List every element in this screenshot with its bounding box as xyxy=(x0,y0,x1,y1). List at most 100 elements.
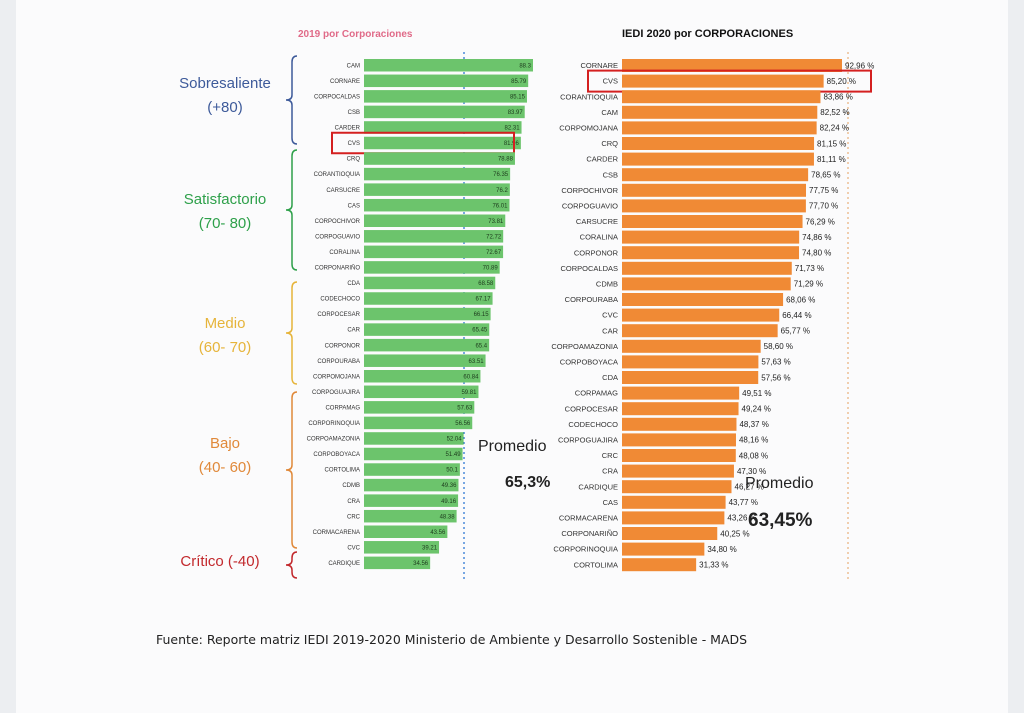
level-name: Sobresaliente xyxy=(179,75,271,92)
value-label: 57,63 % xyxy=(761,358,790,367)
category-label: CORMACARENA xyxy=(559,514,618,523)
category-label: CORPONOR xyxy=(574,248,619,257)
category-label: CORNARE xyxy=(580,61,618,70)
value-label: 43.56 xyxy=(430,530,446,536)
bar xyxy=(622,261,792,275)
bar xyxy=(364,167,511,181)
bar xyxy=(622,277,791,291)
level-critico: Crítico (-40) xyxy=(165,550,275,574)
category-label: CAS xyxy=(348,203,360,209)
value-label: 72.67 xyxy=(486,250,502,256)
bar xyxy=(622,480,732,494)
value-label: 51.49 xyxy=(446,452,462,458)
bar xyxy=(364,447,463,461)
category-label: CORPAMAG xyxy=(575,389,618,398)
value-label: 83,86 % xyxy=(823,93,852,102)
category-label: CRC xyxy=(347,514,361,520)
value-label: 77,75 % xyxy=(809,186,838,195)
category-label: CORANTIOQUIA xyxy=(560,92,618,101)
value-label: 78,65 % xyxy=(811,171,840,180)
category-label: CORPOURABA xyxy=(565,295,618,304)
category-label: CORPOGUAJIRA xyxy=(312,390,360,396)
level-bracket xyxy=(285,55,298,145)
category-label: CSB xyxy=(348,110,360,116)
level-brackets xyxy=(285,55,298,579)
category-label: CARDIQUE xyxy=(578,482,618,491)
value-label: 59.81 xyxy=(461,390,477,396)
value-label: 31,33 % xyxy=(699,561,728,570)
value-label: 49,51 % xyxy=(742,389,771,398)
bar xyxy=(622,464,734,478)
category-label: CARDIQUE xyxy=(328,561,360,567)
category-label: CARSUCRE xyxy=(326,188,360,194)
bar xyxy=(364,121,522,134)
value-label: 43,26 % xyxy=(727,514,756,523)
bar xyxy=(622,417,737,431)
category-label: CRC xyxy=(602,451,619,460)
bar xyxy=(622,199,806,213)
category-label: CORPOGUAVIO xyxy=(562,202,618,211)
category-label: CARDER xyxy=(335,126,361,132)
value-label: 40,25 % xyxy=(720,529,749,538)
level-bracket xyxy=(285,281,298,385)
value-label: 71,73 % xyxy=(795,264,824,273)
chart-2020-title: IEDI 2020 por CORPORACIONES xyxy=(622,28,794,40)
level-satisfactorio: Satisfactorio (70- 80) xyxy=(155,188,295,236)
category-label: CDMB xyxy=(596,280,618,289)
category-label: CORALINA xyxy=(580,233,618,242)
bar xyxy=(364,74,529,88)
category-label: CORPOCALDAS xyxy=(314,94,360,100)
category-label: CVS xyxy=(603,77,618,86)
value-label: 49,24 % xyxy=(742,405,771,414)
category-label: CARSUCRE xyxy=(576,217,618,226)
bar xyxy=(622,105,818,119)
value-label: 68,06 % xyxy=(786,295,815,304)
bar xyxy=(364,370,481,383)
bar xyxy=(622,339,761,353)
bar xyxy=(364,276,496,290)
value-label: 85.15 xyxy=(510,94,526,100)
category-label: CVS xyxy=(348,141,360,147)
value-label: 49.16 xyxy=(441,499,457,505)
category-label: CORPOCALDAS xyxy=(560,264,618,273)
level-name: Bajo xyxy=(209,435,241,452)
bar xyxy=(622,152,814,166)
bar xyxy=(364,385,479,399)
value-label: 58,60 % xyxy=(764,342,793,351)
value-label: 57.63 xyxy=(457,405,473,411)
value-label: 81.96 xyxy=(504,141,520,147)
category-label: CORPORINOQUIA xyxy=(553,545,618,554)
value-label: 81,11 % xyxy=(817,155,846,164)
value-label: 70.89 xyxy=(483,266,499,272)
level-range: (60- 70) xyxy=(198,339,252,356)
bar xyxy=(622,433,736,447)
category-label: CVC xyxy=(602,311,618,320)
value-label: 65,77 % xyxy=(781,327,810,336)
category-label: CAM xyxy=(601,108,618,117)
value-label: 76.01 xyxy=(492,203,508,209)
category-label: CRQ xyxy=(347,157,361,163)
bar xyxy=(364,292,493,305)
bar xyxy=(622,137,815,150)
category-label: CRA xyxy=(602,467,618,476)
category-label: CRA xyxy=(347,499,360,505)
bar xyxy=(364,183,510,196)
bar xyxy=(364,152,515,165)
level-name: Crítico (-40) xyxy=(180,553,260,570)
bar xyxy=(364,230,504,243)
value-label: 92,96 % xyxy=(845,61,874,70)
bar xyxy=(364,198,510,212)
bar xyxy=(622,511,725,525)
category-label: CORPOAMAZONIA xyxy=(307,437,360,443)
category-label: CORPOBOYACA xyxy=(560,358,618,367)
value-label: 66,44 % xyxy=(782,311,811,320)
bar xyxy=(364,354,486,367)
category-label: CORPOGUAVIO xyxy=(315,234,360,240)
value-label: 68.58 xyxy=(478,281,494,287)
category-label: CORTOLIMA xyxy=(574,560,618,569)
value-label: 81,15 % xyxy=(817,139,846,148)
category-label: CSB xyxy=(603,170,618,179)
bar xyxy=(622,59,842,72)
